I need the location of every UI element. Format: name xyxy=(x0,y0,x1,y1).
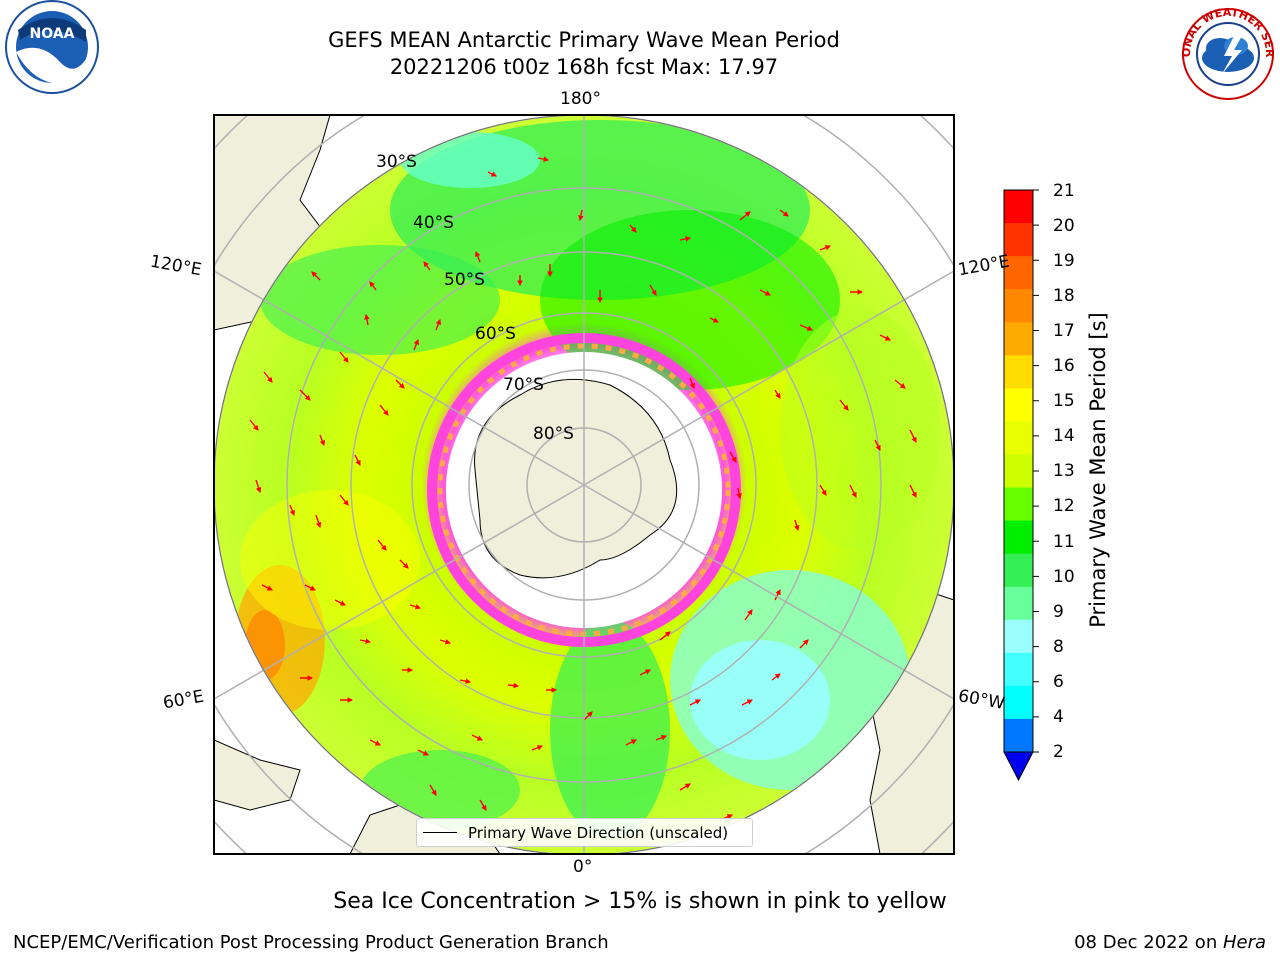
colorbar-band xyxy=(1004,190,1033,224)
colorbar-tick: 12 xyxy=(1053,496,1075,516)
colorbar-band xyxy=(1004,289,1033,323)
lat-label-50s: 50°S xyxy=(444,270,485,290)
lat-label-70s: 70°S xyxy=(503,375,544,395)
colorbar-tick: 21 xyxy=(1053,181,1075,201)
lat-label-30s: 30°S xyxy=(376,152,417,172)
colorbar-band xyxy=(1004,355,1033,389)
land-africa xyxy=(214,739,301,811)
colorbar-extension xyxy=(1003,751,1034,782)
legend-label: Primary Wave Direction (unscaled) xyxy=(468,823,729,842)
nws-logo: NATIONAL WEATHER SERVICE xyxy=(1171,0,1280,106)
colorbar-band xyxy=(1004,454,1033,489)
footer-branch: NCEP/EMC/Verification Post Processing Pr… xyxy=(13,932,609,953)
map-frame-content xyxy=(214,115,954,854)
footer-host: Hera xyxy=(1222,932,1266,953)
lat-label-40s: 40°S xyxy=(413,213,454,233)
colorbar-band xyxy=(1004,388,1033,422)
colorbar-band xyxy=(1004,322,1033,356)
colorbar-tick: 13 xyxy=(1053,461,1075,481)
colorbar-band xyxy=(1004,487,1033,522)
colorbar-tick: 16 xyxy=(1053,356,1075,376)
colorbar-band xyxy=(1004,586,1033,621)
colorbar-tick: 4 xyxy=(1053,707,1064,727)
colorbar-tick: 14 xyxy=(1053,426,1075,446)
colorbar-tick: 2 xyxy=(1053,742,1064,762)
map-subtitle: 20221206 t00z 168h fcst Max: 17.97 xyxy=(389,55,779,79)
colorbar-title: Primary Wave Mean Period [s] xyxy=(1086,312,1110,628)
colorbar-band xyxy=(1004,520,1033,555)
colorbar-tick: 19 xyxy=(1053,251,1075,271)
footer-date: 08 Dec 2022 on Hera xyxy=(1074,932,1266,953)
colorbar-band xyxy=(1004,421,1033,455)
colorbar-tick: 9 xyxy=(1053,602,1064,622)
legend-line-swatch xyxy=(423,832,457,833)
colorbar-tick: 17 xyxy=(1053,321,1075,341)
map-border xyxy=(213,114,955,855)
colorbar-tick: 8 xyxy=(1053,637,1064,657)
map-title: GEFS MEAN Antarctic Primary Wave Mean Pe… xyxy=(328,28,840,52)
colorbar-tick: 15 xyxy=(1053,391,1075,411)
colorbar-band xyxy=(1004,685,1033,720)
colorbar-tick: 10 xyxy=(1053,567,1075,587)
colorbar xyxy=(1003,189,1039,782)
colorbar-tick: 20 xyxy=(1053,216,1075,236)
lat-label-80s: 80°S xyxy=(533,424,574,444)
noaa-logo: NOAA xyxy=(0,0,106,104)
colorbar-tick: 6 xyxy=(1053,672,1064,692)
svg-text:NOAA: NOAA xyxy=(30,26,75,42)
lat-label-60s: 60°S xyxy=(475,324,516,344)
footer-date-text: 08 Dec 2022 on xyxy=(1074,932,1223,953)
lon-label-0: 0° xyxy=(573,857,593,877)
colorbar-band xyxy=(1004,223,1033,257)
colorbar-tick: 18 xyxy=(1053,286,1075,306)
graticule xyxy=(214,115,954,854)
wave-direction-arrows xyxy=(249,156,917,821)
colorbar-band xyxy=(1004,619,1033,654)
lon-label-180: 180° xyxy=(560,89,601,109)
colorbar-band xyxy=(1004,256,1033,290)
colorbar-band xyxy=(1004,718,1033,753)
caption: Sea Ice Concentration > 15% is shown in … xyxy=(333,889,947,914)
land-antarctica xyxy=(474,378,678,579)
colorbar-tick: 11 xyxy=(1053,532,1075,552)
colorbar-band xyxy=(1004,652,1033,687)
colorbar-band xyxy=(1004,553,1033,588)
map-legend: Primary Wave Direction (unscaled) xyxy=(416,818,753,847)
